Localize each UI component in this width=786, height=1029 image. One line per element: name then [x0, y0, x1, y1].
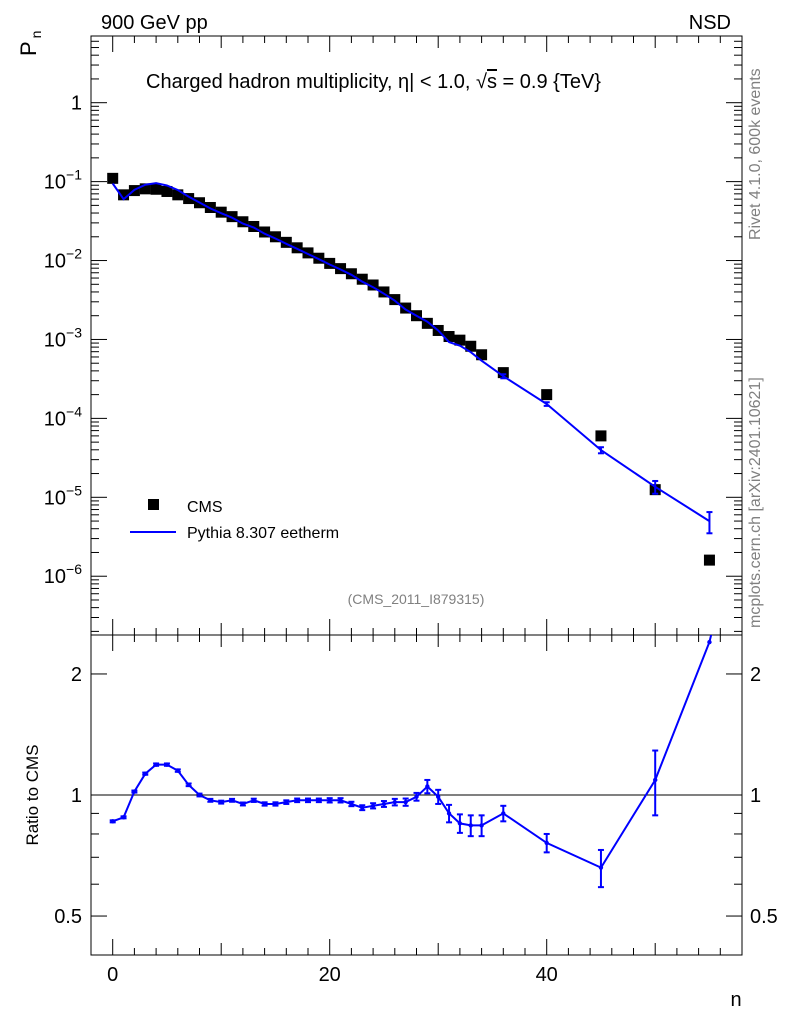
legend-label-pythia: Pythia 8.307 eetherm	[187, 525, 339, 542]
main-y-tick-label: 10−3	[44, 324, 82, 351]
main-y-tick-label: 10−1	[44, 167, 82, 194]
main-y-tick-label: 10−4	[44, 403, 82, 430]
x-axis-label: n	[730, 989, 741, 1011]
ratio-data-point	[707, 639, 712, 645]
cms-data-point	[378, 286, 390, 298]
cms-data-point	[703, 554, 715, 566]
rivet-version-text: Rivet 4.1.0, 600k events	[747, 68, 764, 240]
ratio-y-tick-label-right: 2	[750, 664, 761, 686]
legend-marker-cms	[148, 499, 159, 510]
cms-data-point	[139, 183, 151, 195]
analysis-id: (CMS_2011_I879315)	[348, 591, 485, 607]
cms-data-point	[465, 340, 477, 352]
cms-data-point	[421, 317, 433, 329]
ratio-axes: 0.5 0.51 12 20 20 40	[54, 635, 778, 986]
ratio-data	[109, 635, 713, 889]
cms-data-point	[541, 389, 553, 401]
main-y-tick-label: 10−5	[44, 482, 82, 509]
cms-data-point	[183, 193, 195, 205]
ratio-y-tick-label-left: 2	[71, 664, 82, 686]
mcplots-text: mcplots.cern.ch [arXiv:2401.10621]	[747, 377, 764, 628]
main-axes: 10−6 10−5 10−4 10−3 10−2 10−1 1	[44, 35, 742, 635]
cms-data-point	[476, 349, 488, 361]
cms-data-point	[280, 236, 292, 248]
x-tick-label: 40	[536, 964, 558, 986]
cms-data-point	[107, 172, 119, 184]
cms-data-point	[356, 273, 368, 285]
ratio-y-tick-label-left: 0.5	[54, 906, 82, 928]
cms-data-point	[454, 334, 466, 346]
pythia-line	[111, 182, 710, 522]
cms-data-point	[302, 247, 314, 259]
main-data	[107, 172, 715, 566]
cms-data-point	[497, 367, 509, 379]
cms-data-point	[150, 183, 162, 195]
ratio-y-tick-label-left: 1	[71, 785, 82, 807]
ratio-ylabel: Ratio to CMS	[23, 744, 42, 845]
cms-data-point	[118, 189, 130, 201]
header-right: NSD	[689, 12, 731, 34]
x-tick-label: 20	[319, 964, 341, 986]
cms-data-point	[269, 231, 281, 243]
cms-data-point	[367, 279, 379, 291]
header-left: 900 GeV pp	[101, 12, 208, 34]
cms-data-point	[237, 216, 249, 228]
main-y-tick-label: 10−2	[44, 246, 82, 273]
cms-data-point	[595, 430, 607, 442]
main-y-tick-label: 1	[71, 93, 82, 115]
main-y-tick-label: 10−6	[44, 561, 82, 588]
cms-data-point	[259, 226, 271, 238]
cms-data-point	[172, 189, 184, 201]
cms-data-point	[161, 185, 173, 197]
ratio-y-tick-label-right: 0.5	[750, 906, 778, 928]
cms-data-point	[443, 331, 455, 343]
x-tick-label: 0	[107, 964, 118, 986]
plot-title: Charged hadron multiplicity, η| < 1.0, √…	[146, 71, 601, 93]
main-ylabel: Pn	[16, 31, 44, 56]
main-plot-frame	[90, 35, 743, 636]
cms-data-point	[400, 302, 412, 314]
legend-label-cms: CMS	[187, 499, 223, 516]
ratio-y-tick-label-right: 1	[750, 785, 761, 807]
